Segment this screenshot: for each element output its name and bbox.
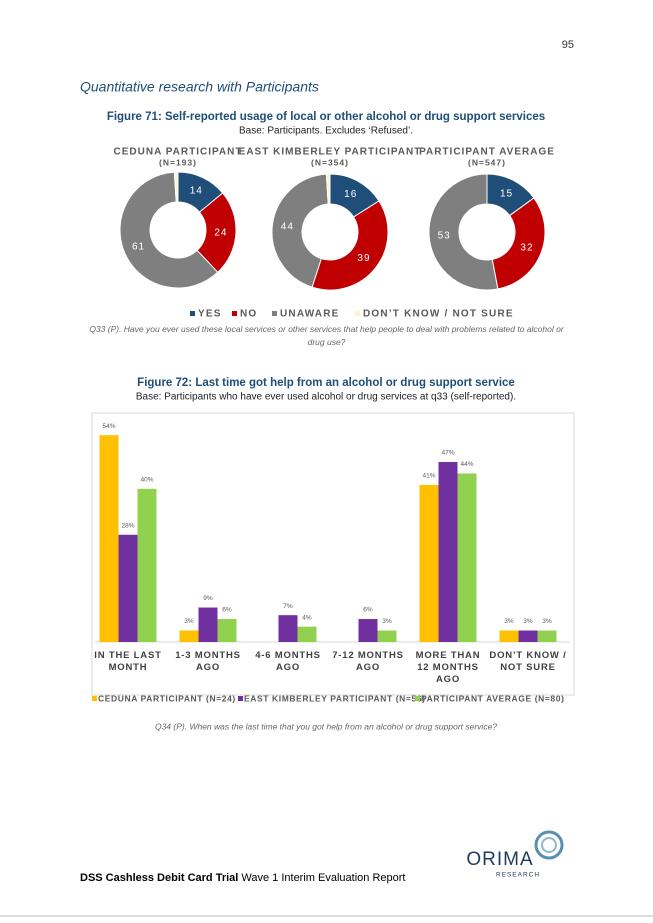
donut-segment	[325, 173, 331, 205]
bar	[118, 534, 138, 642]
pie-title: CEDUNA PARTICIPANT	[114, 147, 243, 158]
x-tick-label: 4-6 MONTHS AGO	[255, 650, 321, 673]
logo-ring	[534, 830, 564, 860]
logo-text: ORIMA	[466, 849, 533, 870]
x-tick-label: IN THE LAST MONTH	[94, 650, 162, 673]
data-label: 32	[520, 242, 533, 253]
bar	[438, 461, 458, 642]
x-tick-label: MORE THAN 12 MONTHS AGO	[415, 650, 481, 685]
pie-title: EAST KIMBERLEY PARTICIPANT	[239, 147, 422, 158]
footer-bold: DSS Cashless Debit Card Trial	[80, 872, 238, 884]
legend-label: CEDUNA PARTICIPANT (N=24)	[98, 693, 236, 703]
data-label: 28%	[121, 522, 134, 529]
logo-sub: RESEARCH	[496, 872, 540, 879]
donut-segment	[491, 197, 546, 290]
bar	[179, 630, 199, 642]
legend-label: NO	[240, 309, 257, 320]
figure-title: Figure 71: Self-reported usage of local …	[107, 111, 545, 123]
data-label: 44%	[460, 461, 473, 468]
data-label: 3%	[542, 618, 552, 625]
data-label: 54%	[102, 423, 115, 430]
legend-swatch	[272, 311, 277, 316]
page-number: 95	[562, 39, 574, 51]
data-label: 3%	[504, 618, 514, 625]
legend-label: UNAWARE	[280, 309, 340, 320]
donut-segment	[173, 171, 179, 203]
figure-base: Base: Participants. Excludes ‘Refused’.	[239, 126, 413, 137]
data-label: 39	[357, 253, 370, 264]
footer-text: DSS Cashless Debit Card Trial Wave 1 Int…	[80, 872, 405, 884]
bar	[457, 473, 477, 642]
legend-swatch	[415, 696, 420, 701]
legend-swatch	[190, 311, 195, 316]
logo-ring	[541, 837, 557, 853]
pie-title: PARTICIPANT AVERAGE	[419, 147, 555, 158]
legend-swatch	[92, 696, 97, 701]
bar	[198, 607, 218, 642]
legend-swatch	[238, 696, 243, 701]
data-label: 14	[190, 186, 203, 197]
donut-segment	[119, 171, 219, 289]
bar	[217, 619, 237, 642]
bar	[499, 630, 519, 642]
logo: ORIMA RESEARCH	[466, 830, 564, 879]
bar	[518, 630, 538, 642]
data-label: 7%	[283, 603, 293, 610]
data-label: 53	[438, 231, 451, 242]
pie-n: (N=547)	[468, 157, 506, 167]
x-tick-label: 1-3 MONTHS AGO	[175, 650, 241, 673]
data-label: 24	[214, 227, 227, 238]
bar	[377, 630, 397, 642]
legend-swatch	[232, 311, 237, 316]
bar	[99, 435, 119, 642]
bar	[278, 615, 298, 642]
bar	[297, 626, 317, 642]
data-label: 3%	[523, 618, 533, 625]
x-tick-label: DON’T KNOW / NOT SURE	[489, 650, 567, 673]
section-heading: Quantitative research with Participants	[80, 79, 319, 95]
data-label: 9%	[203, 595, 213, 602]
legend-swatch	[355, 311, 360, 316]
data-label: 16	[344, 189, 357, 200]
pie-n: (N=354)	[311, 157, 349, 167]
data-label: 6%	[363, 607, 373, 614]
bar	[358, 619, 378, 642]
data-label: 40%	[140, 477, 153, 484]
x-tick-label: 7-12 MONTHS AGO	[332, 650, 404, 673]
figure-title: Figure 72: Last time got help from an al…	[137, 377, 515, 389]
pie-n: (N=193)	[159, 157, 197, 167]
donut-segment	[428, 173, 499, 291]
data-label: 3%	[382, 618, 392, 625]
data-label: 44	[281, 221, 294, 232]
footer-rest: Wave 1 Interim Evaluation Report	[238, 872, 405, 884]
data-label: 41%	[422, 473, 435, 480]
legend-label: PARTICIPANT AVERAGE (N=80)	[421, 693, 565, 703]
figure-note: Q34 (P). When was the last time that you…	[155, 721, 497, 731]
data-label: 6%	[222, 607, 232, 614]
donut-segment	[311, 200, 389, 291]
data-label: 15	[500, 188, 513, 199]
donut-segment	[271, 173, 329, 288]
bar	[137, 488, 157, 642]
data-label: 47%	[441, 450, 454, 457]
figure-note: Q33 (P). Have you ever used these local …	[89, 324, 564, 347]
legend-label: YES	[198, 309, 222, 320]
chart-frame	[91, 412, 575, 696]
legend-label: EAST KIMBERLEY PARTICIPANT (N=56)	[244, 693, 426, 703]
bar	[537, 630, 557, 642]
data-label: 3%	[184, 618, 194, 625]
data-label: 4%	[302, 614, 312, 621]
legend-label: DON’T KNOW / NOT SURE	[363, 309, 514, 320]
figure-base: Base: Participants who have ever used al…	[136, 392, 516, 403]
bar	[419, 484, 439, 642]
data-label: 61	[132, 242, 145, 253]
